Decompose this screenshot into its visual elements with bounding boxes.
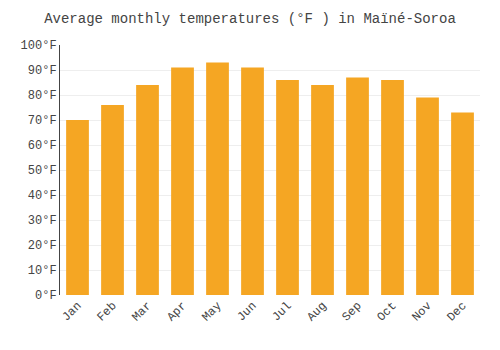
svg-text:Oct: Oct — [374, 299, 399, 324]
svg-text:20°F: 20°F — [28, 239, 57, 253]
svg-text:Sep: Sep — [339, 299, 364, 324]
svg-text:Aug: Aug — [304, 299, 329, 324]
svg-text:Mar: Mar — [129, 299, 154, 324]
svg-text:Feb: Feb — [94, 299, 119, 324]
svg-text:80°F: 80°F — [28, 89, 57, 103]
svg-text:May: May — [199, 299, 224, 324]
svg-text:Apr: Apr — [164, 299, 189, 324]
svg-text:10°F: 10°F — [28, 264, 57, 278]
svg-text:Jan: Jan — [59, 299, 84, 324]
svg-text:Jun: Jun — [234, 299, 259, 324]
svg-text:40°F: 40°F — [28, 189, 57, 203]
svg-text:70°F: 70°F — [28, 114, 57, 128]
svg-text:100°F: 100°F — [21, 39, 57, 53]
svg-text:50°F: 50°F — [28, 164, 57, 178]
svg-text:30°F: 30°F — [28, 214, 57, 228]
svg-text:60°F: 60°F — [28, 139, 57, 153]
svg-text:Jul: Jul — [269, 299, 294, 324]
svg-text:Nov: Nov — [409, 299, 434, 324]
svg-text:Average monthly temperatures (: Average monthly temperatures (°F ) in Ma… — [44, 11, 456, 27]
svg-text:Dec: Dec — [444, 299, 469, 324]
svg-text:0°F: 0°F — [35, 289, 57, 303]
svg-text:90°F: 90°F — [28, 64, 57, 78]
